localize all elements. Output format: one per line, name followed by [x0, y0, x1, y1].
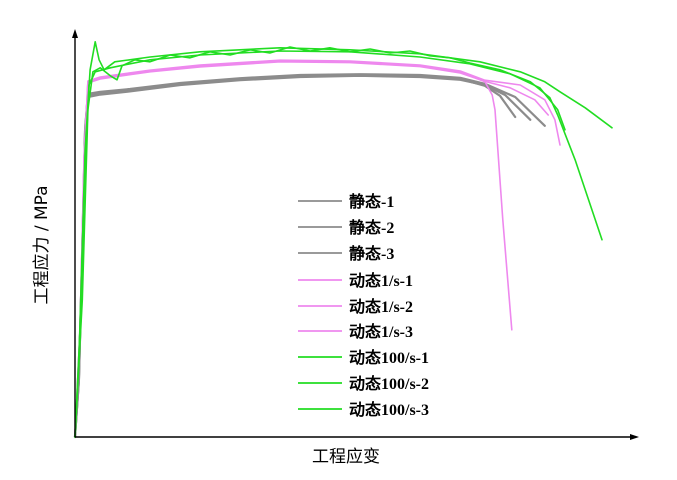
legend-item-dynamic-1s-1: 动态1/s-1	[298, 271, 413, 290]
curve-static-1	[73, 73, 517, 439]
curve-dynamic-1s-1	[74, 60, 513, 438]
x-axis-arrow-icon	[630, 434, 639, 440]
legend-label-static-1: 静态-1	[349, 192, 394, 211]
legend-item-dynamic-1s-3: 动态1/s-3	[298, 322, 413, 341]
legend-item-static-1: 静态-1	[298, 192, 394, 211]
legend-label-dynamic-100s-2: 动态100/s-2	[349, 374, 429, 393]
axes	[72, 29, 639, 440]
legend-item-dynamic-100s-3: 动态100/s-3	[298, 400, 429, 419]
legend-label-dynamic-1s-3: 动态1/s-3	[349, 322, 413, 341]
legend-item-static-3: 静态-3	[298, 244, 394, 263]
y-axis-arrow-icon	[72, 29, 78, 38]
legend-label-static-3: 静态-3	[349, 244, 394, 263]
legend: 静态-1 静态-2 静态-3 动态1/s-1 动态1/s-2 动态1/s-3 动…	[298, 192, 429, 419]
legend-label-dynamic-100s-3: 动态100/s-3	[349, 400, 429, 419]
x-axis-label: 工程应变	[312, 447, 380, 467]
curve-dynamic-100s-3	[74, 50, 566, 438]
curve-dynamic-100s-2	[74, 46, 603, 438]
legend-item-dynamic-1s-2: 动态1/s-2	[298, 297, 413, 316]
curve-dynamic-1s-2	[74, 60, 550, 438]
legend-label-dynamic-100s-1: 动态100/s-1	[349, 348, 429, 367]
curve-dynamic-1s-3	[74, 59, 561, 438]
legend-label-static-2: 静态-2	[349, 218, 394, 237]
legend-item-dynamic-100s-1: 动态100/s-1	[298, 348, 429, 367]
y-axis-label: 工程应力 / MPa	[32, 185, 52, 304]
legend-label-dynamic-1s-2: 动态1/s-2	[349, 297, 413, 316]
curve-dynamic-100s-1	[74, 40, 613, 438]
legend-label-dynamic-1s-1: 动态1/s-1	[349, 271, 413, 290]
legend-item-static-2: 静态-2	[298, 218, 394, 237]
legend-item-dynamic-100s-2: 动态100/s-2	[298, 374, 429, 393]
curves-layer	[73, 40, 613, 439]
